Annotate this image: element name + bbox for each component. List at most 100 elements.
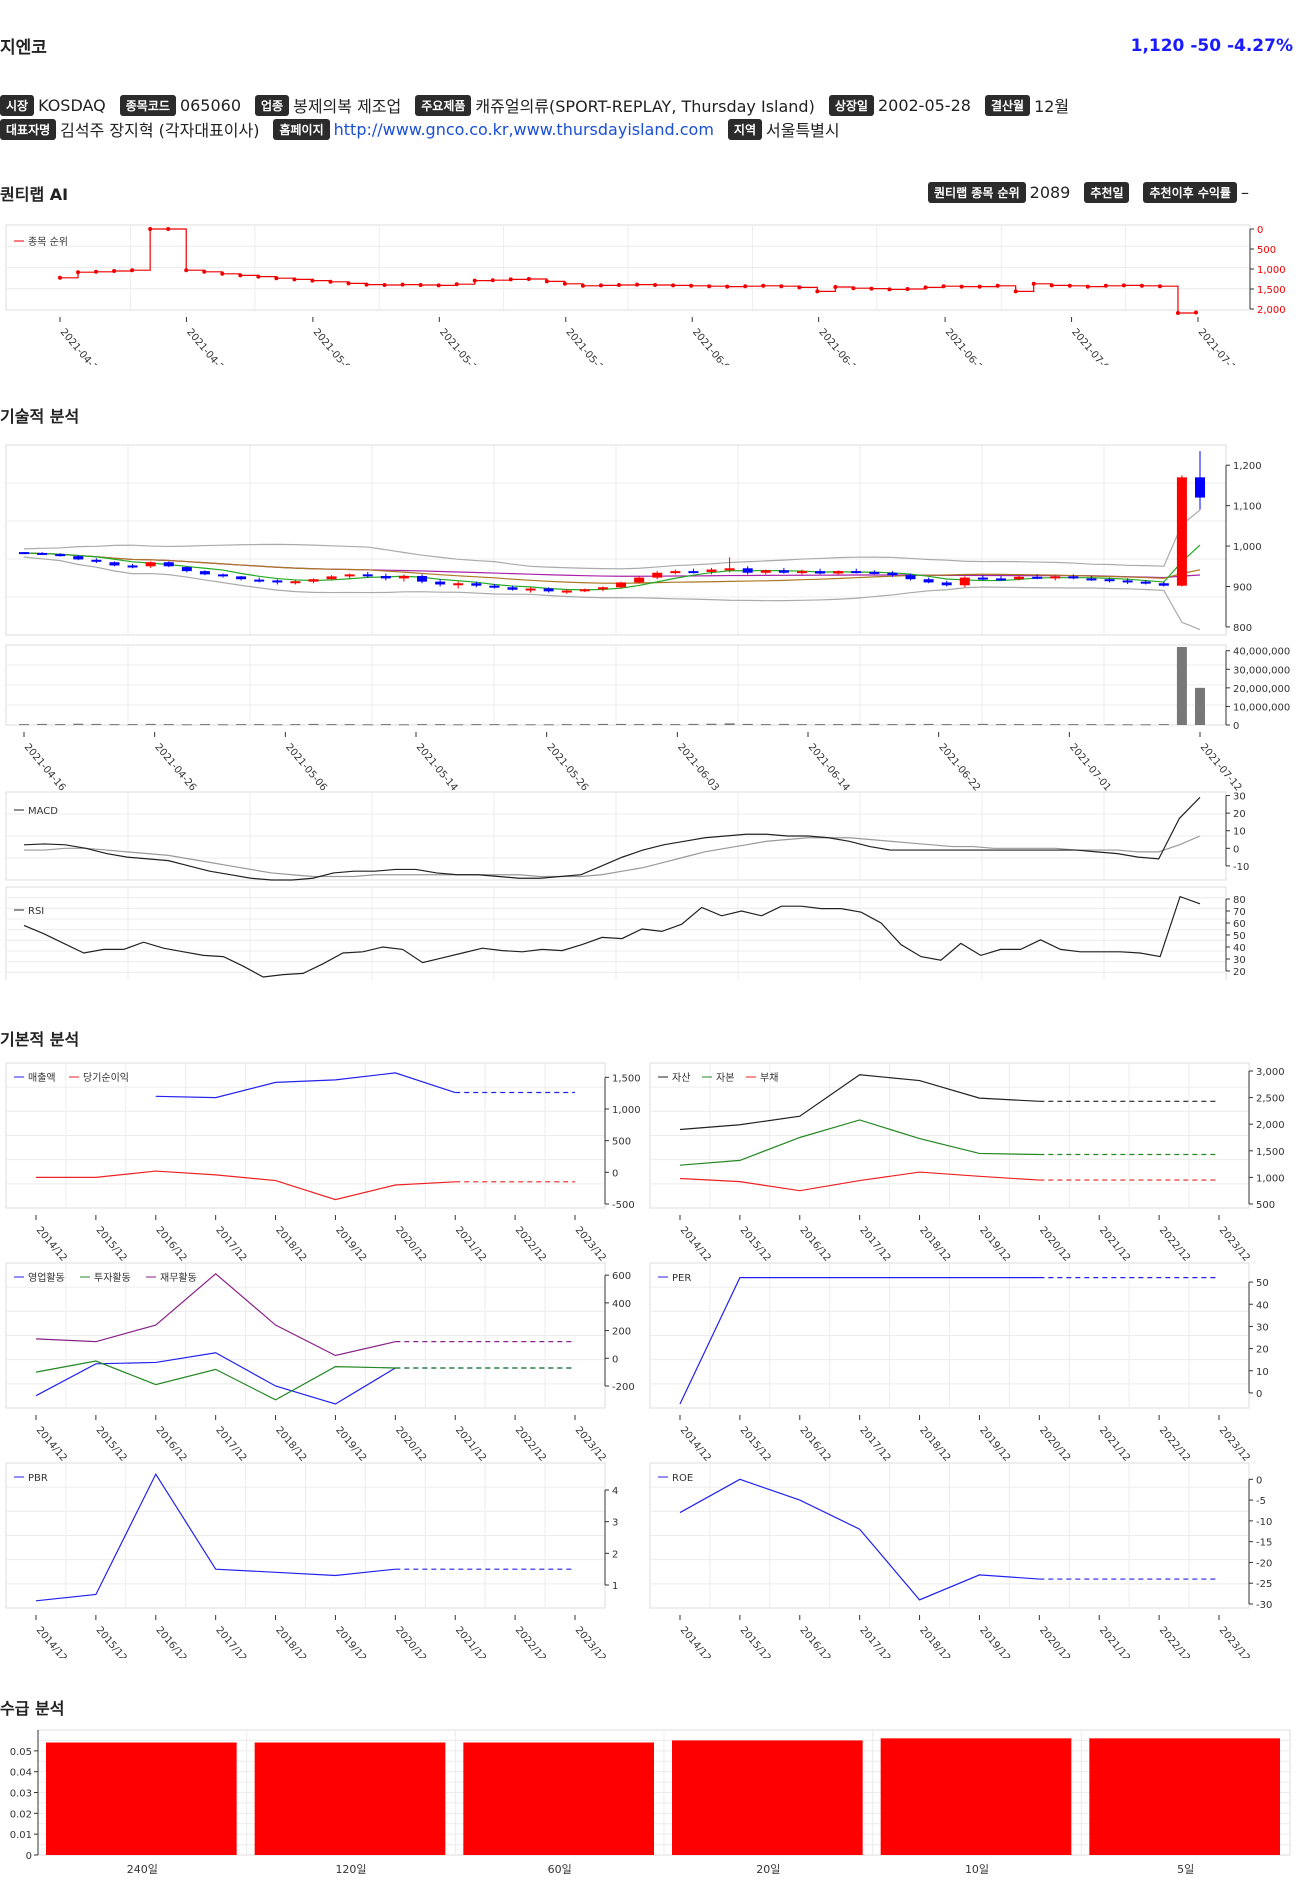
rank-point [779, 284, 784, 289]
rank-point [454, 282, 459, 287]
candle-body [815, 571, 826, 574]
fund-c4-xlabel: 2023/12 [1217, 1425, 1252, 1464]
fund-c6-xlabel: 2014/12 [678, 1625, 713, 1658]
info-row-2: 대표자명 김석주 장지혁 (각자대표이사) 홈페이지 http://www.gn… [0, 117, 854, 141]
volume-bar [1014, 724, 1025, 726]
flow-bar [254, 1742, 446, 1855]
fund-c6-xlabel: 2016/12 [797, 1625, 832, 1658]
candle-body [109, 562, 120, 566]
candle-body [471, 583, 482, 586]
fund-c6-tick-label: -30 [1256, 1600, 1272, 1611]
rsi-chart-tick-label: 40 [1233, 943, 1246, 954]
volume-bar [616, 723, 627, 725]
rank-point [508, 277, 513, 282]
rank-point [166, 227, 171, 231]
candle-body [55, 554, 66, 557]
rank-chart-tick-label: 500 [1257, 245, 1276, 256]
rank-point [653, 283, 658, 287]
rank-point [238, 273, 243, 278]
flow-category-label: 120일 [335, 1862, 366, 1876]
rsi-chart-tick-label: 20 [1233, 967, 1246, 978]
volume-chart-xlabel: 2021-06-22 [936, 742, 982, 794]
fund-c4-tick-label: 0 [1256, 1389, 1262, 1400]
volume-bar [145, 723, 156, 725]
volume-bar [905, 723, 916, 725]
fiscal-value: 12월 [1034, 97, 1070, 116]
fund-c1-tick-label: 1,500 [612, 1073, 641, 1084]
candle-body [236, 576, 247, 580]
rank-point [616, 283, 621, 287]
candle-body [290, 581, 301, 584]
volume-bar [833, 724, 844, 726]
candle-body [941, 582, 952, 586]
rank-label: 퀀티랩 종목 순위 [928, 182, 1026, 203]
candle-body [73, 556, 84, 560]
fund-c6-tick-label: -15 [1256, 1538, 1272, 1549]
rank-point [184, 268, 189, 273]
candle-body [398, 575, 409, 579]
rank-point [490, 278, 495, 283]
bollinger-lower [23, 556, 1201, 631]
volume-bar [236, 724, 247, 726]
fund-c5-xlabel: 2022/12 [513, 1625, 548, 1658]
fund-c3-tick-label: -200 [612, 1382, 635, 1393]
rank-point [869, 286, 874, 291]
fund-c2-tick-label: 500 [1256, 1200, 1275, 1211]
volume-bar [435, 724, 446, 726]
supply-demand-chart: 0.05 0.04 0.03 0.02 0.01 0 240일 120일 60일 20일 10일 5일 [10, 1729, 1291, 1876]
candle-body [760, 570, 771, 573]
rank-point [544, 279, 549, 284]
volume-bar [634, 724, 645, 726]
rank-point [1157, 284, 1162, 289]
fund-c1-xlabel: 2015/12 [94, 1225, 129, 1264]
volume-bar [851, 723, 862, 725]
fund-c5-tick-label: 4 [612, 1486, 618, 1497]
volume-bar [362, 724, 373, 726]
rank-point [364, 282, 369, 287]
homepage-link[interactable]: http://www.gnco.co.kr,www.thursdayisland… [333, 119, 714, 139]
volume-bar [37, 723, 48, 725]
volume-bar [507, 724, 518, 726]
rank-chart-xlabel: 2021-06-03 [690, 327, 736, 365]
fund-c5-tick-label: 2 [612, 1549, 618, 1560]
flow-bar [672, 1740, 863, 1855]
volume-bar [561, 724, 572, 726]
rank-point [1067, 283, 1072, 288]
market-value: KOSDAQ [38, 95, 106, 115]
fund-c3-series-1 [35, 1360, 396, 1401]
fund-c6-xlabel: 2020/12 [1037, 1625, 1072, 1658]
macd-chart-tick-label: 30 [1233, 792, 1246, 803]
fund-c3-legend-label: 영업활동 [28, 1271, 65, 1284]
volume-bar [218, 724, 229, 726]
volume-chart-tick-label: 30,000,000 [1233, 665, 1290, 676]
volume-bar [326, 724, 337, 726]
fund-c4-tick-label: 50 [1256, 1278, 1269, 1289]
candle-body [489, 585, 500, 588]
technical-chart: 1,2001,1001,00090080040,000,00030,000,00… [5, 444, 1290, 980]
rank-point [526, 277, 531, 281]
candle-body [1122, 580, 1133, 583]
fund-c3-xlabel: 2019/12 [333, 1425, 368, 1464]
volume-bar [1140, 724, 1151, 726]
rank-chart-tick-label: 0 [1257, 225, 1263, 236]
candle-body [326, 576, 337, 580]
fund-c2-series-0 [679, 1074, 1040, 1131]
flow-category-label: 240일 [127, 1862, 158, 1876]
fund-c6-xlabel: 2019/12 [977, 1625, 1012, 1658]
ceo-label: 대표자명 [0, 118, 57, 140]
rank-point [1121, 283, 1126, 288]
volume-bar [344, 724, 355, 726]
candle-body [37, 552, 48, 555]
fund-c2-xlabel: 2017/12 [857, 1225, 892, 1264]
rank-point [797, 285, 802, 290]
macd-chart-tick-label: 0 [1233, 844, 1239, 855]
candle-body [995, 578, 1006, 581]
candle-body [1068, 576, 1079, 579]
volume-chart-xlabel: 2021-06-14 [806, 742, 852, 794]
fund-c3-xlabel: 2022/12 [513, 1425, 548, 1464]
fund-c5-series-0 [35, 1472, 396, 1602]
fund-c2-xlabel: 2016/12 [797, 1225, 832, 1264]
rank-point [1194, 310, 1198, 315]
fund-c3-legend-label: 투자활동 [94, 1271, 131, 1284]
fund-c1-xlabel: 2020/12 [393, 1225, 428, 1264]
